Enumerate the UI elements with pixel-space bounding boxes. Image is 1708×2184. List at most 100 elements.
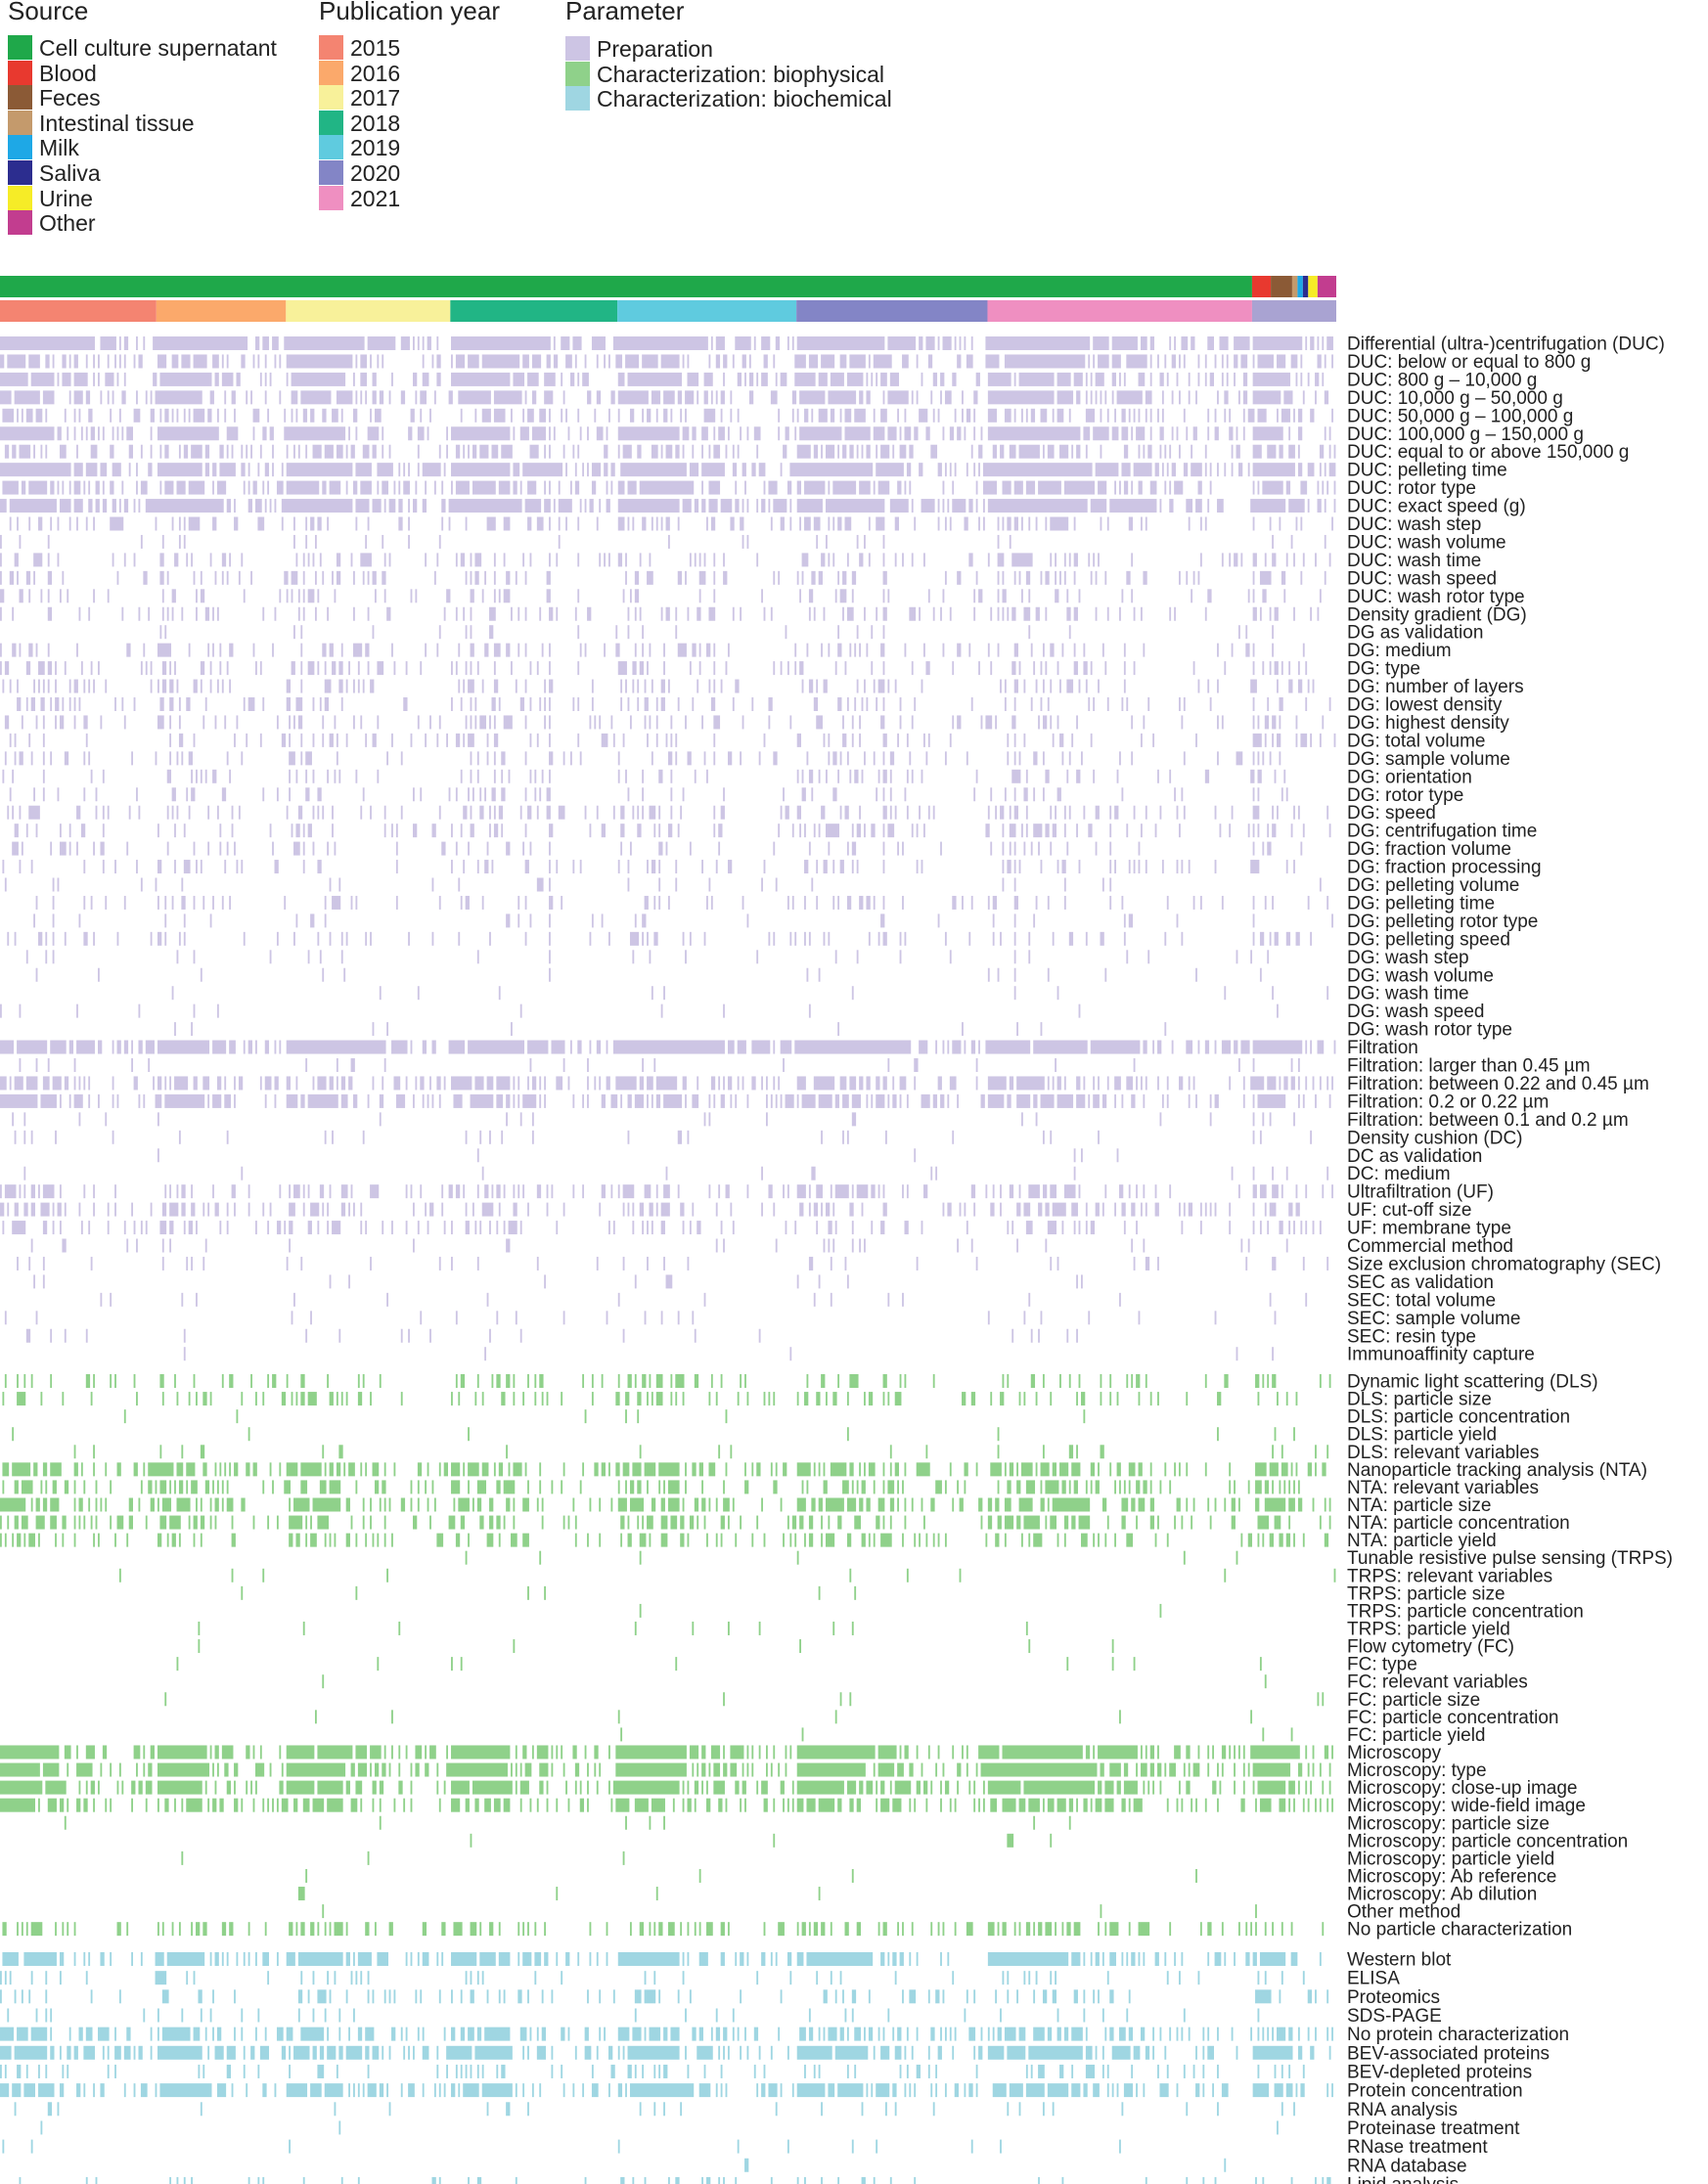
heatmap-cell [902,1184,904,1199]
row-label: Density gradient (DG) [1347,604,1527,625]
heatmap-cell [1290,1727,1293,1742]
heatmap-cell [1002,570,1005,585]
heatmap-cell [1040,570,1043,585]
heatmap-cell [663,1184,670,1199]
heatmap-cell [1073,1148,1076,1163]
heatmap-cell [1035,1112,1038,1127]
heatmap-cell [4,1374,7,1388]
heatmap-cell [957,1093,959,1108]
heatmap-cell [302,1798,310,1812]
heatmap-cell [698,570,706,585]
heatmap-cell [1121,1515,1126,1530]
heatmap-cell [663,1256,665,1270]
heatmap-cell [1186,499,1193,513]
heatmap-cell [677,643,687,657]
heatmap-cell [1279,1221,1283,1235]
heatmap-cell [816,1392,821,1406]
heatmap-cell [1157,354,1159,369]
heatmap-cell [255,499,262,513]
heatmap-cell [1121,426,1129,441]
heatmap-cell [1322,1184,1325,1199]
heatmap-cell [0,606,2,621]
heatmap-cell [493,589,496,603]
heatmap-cell [95,787,98,802]
heatmap-cell [763,860,766,874]
heatmap-cell [511,1022,513,1037]
heatmap-cell [851,841,857,856]
heatmap-cell [1131,589,1134,603]
heatmap-cell [670,805,673,820]
heatmap-cell [286,463,353,477]
heatmap-cell [1104,1780,1114,1795]
heatmap-cell [634,1798,649,1812]
heatmap-cell [1252,1040,1303,1054]
heatmap-cell [909,480,912,495]
heatmap-cell [629,715,632,730]
heatmap-cell [990,661,993,676]
heatmap-cell [823,606,826,621]
heatmap-cell [102,805,105,820]
heatmap-cell [577,589,580,603]
heatmap-cell [651,1798,665,1812]
heatmap-cell [1002,1374,1005,1388]
heatmap-cell [1143,570,1147,585]
heatmap-cell [133,354,136,369]
heatmap-cell [212,1184,214,1199]
heatmap-cell [62,1238,67,1253]
heatmap-cell [1161,408,1164,423]
heatmap-cell [723,787,725,802]
heatmap-cell [506,841,511,856]
heatmap-cell [642,516,647,531]
heatmap-cell [1252,606,1257,621]
heatmap-cell [1310,408,1315,423]
heatmap-cell [1090,1480,1093,1494]
legend-label: Other [39,210,96,237]
heatmap-cell [1056,787,1061,802]
heatmap-cell [561,1745,563,1760]
heatmap-cell [1013,895,1018,910]
heatmap-cell [200,661,205,676]
heatmap-cell [281,1762,284,1777]
heatmap-cell [431,1480,434,1494]
heatmap-cell [1040,1480,1043,1494]
heatmap-cell [677,1311,680,1325]
heatmap-row [322,1674,1267,1689]
heatmap-cell [102,824,105,838]
heatmap-cell [161,1392,164,1406]
heatmap-cell [846,697,849,711]
heatmap-cell [479,1515,484,1530]
heatmap-cell [660,516,663,531]
heatmap-cell [350,1762,355,1777]
heatmap-cell [1071,733,1074,747]
heatmap-cell [329,1462,334,1477]
heatmap-cell [1059,444,1069,459]
heatmap-cell [932,1533,935,1547]
heatmap-cell [17,408,19,423]
heatmap-cell [873,1533,876,1547]
heatmap-cell [1326,480,1329,495]
heatmap-cell [1035,1392,1038,1406]
heatmap-cell [486,751,489,766]
heatmap-cell [238,1076,244,1091]
heatmap-cell [178,931,181,946]
heatmap-cell [202,895,205,910]
heatmap-cell [219,841,222,856]
heatmap-cell [692,1462,697,1477]
heatmap-cell [186,1798,202,1812]
heatmap-cell [647,1515,653,1530]
heatmap-cell [332,1130,334,1144]
heatmap-cell [181,606,184,621]
heatmap-cell [1255,1497,1260,1512]
heatmap-cell [791,336,794,350]
heatmap-cell [887,824,895,838]
heatmap-cell [594,408,597,423]
heatmap-cell [438,1798,441,1812]
heatmap-cell [83,1515,86,1530]
heatmap-cell [617,444,620,459]
heatmap-cell [295,914,298,928]
heatmap-cell [80,824,86,838]
heatmap-cell [393,1076,401,1091]
heatmap-cell [140,534,143,549]
heatmap-cell [601,824,606,838]
heatmap-cell [1204,1462,1207,1477]
